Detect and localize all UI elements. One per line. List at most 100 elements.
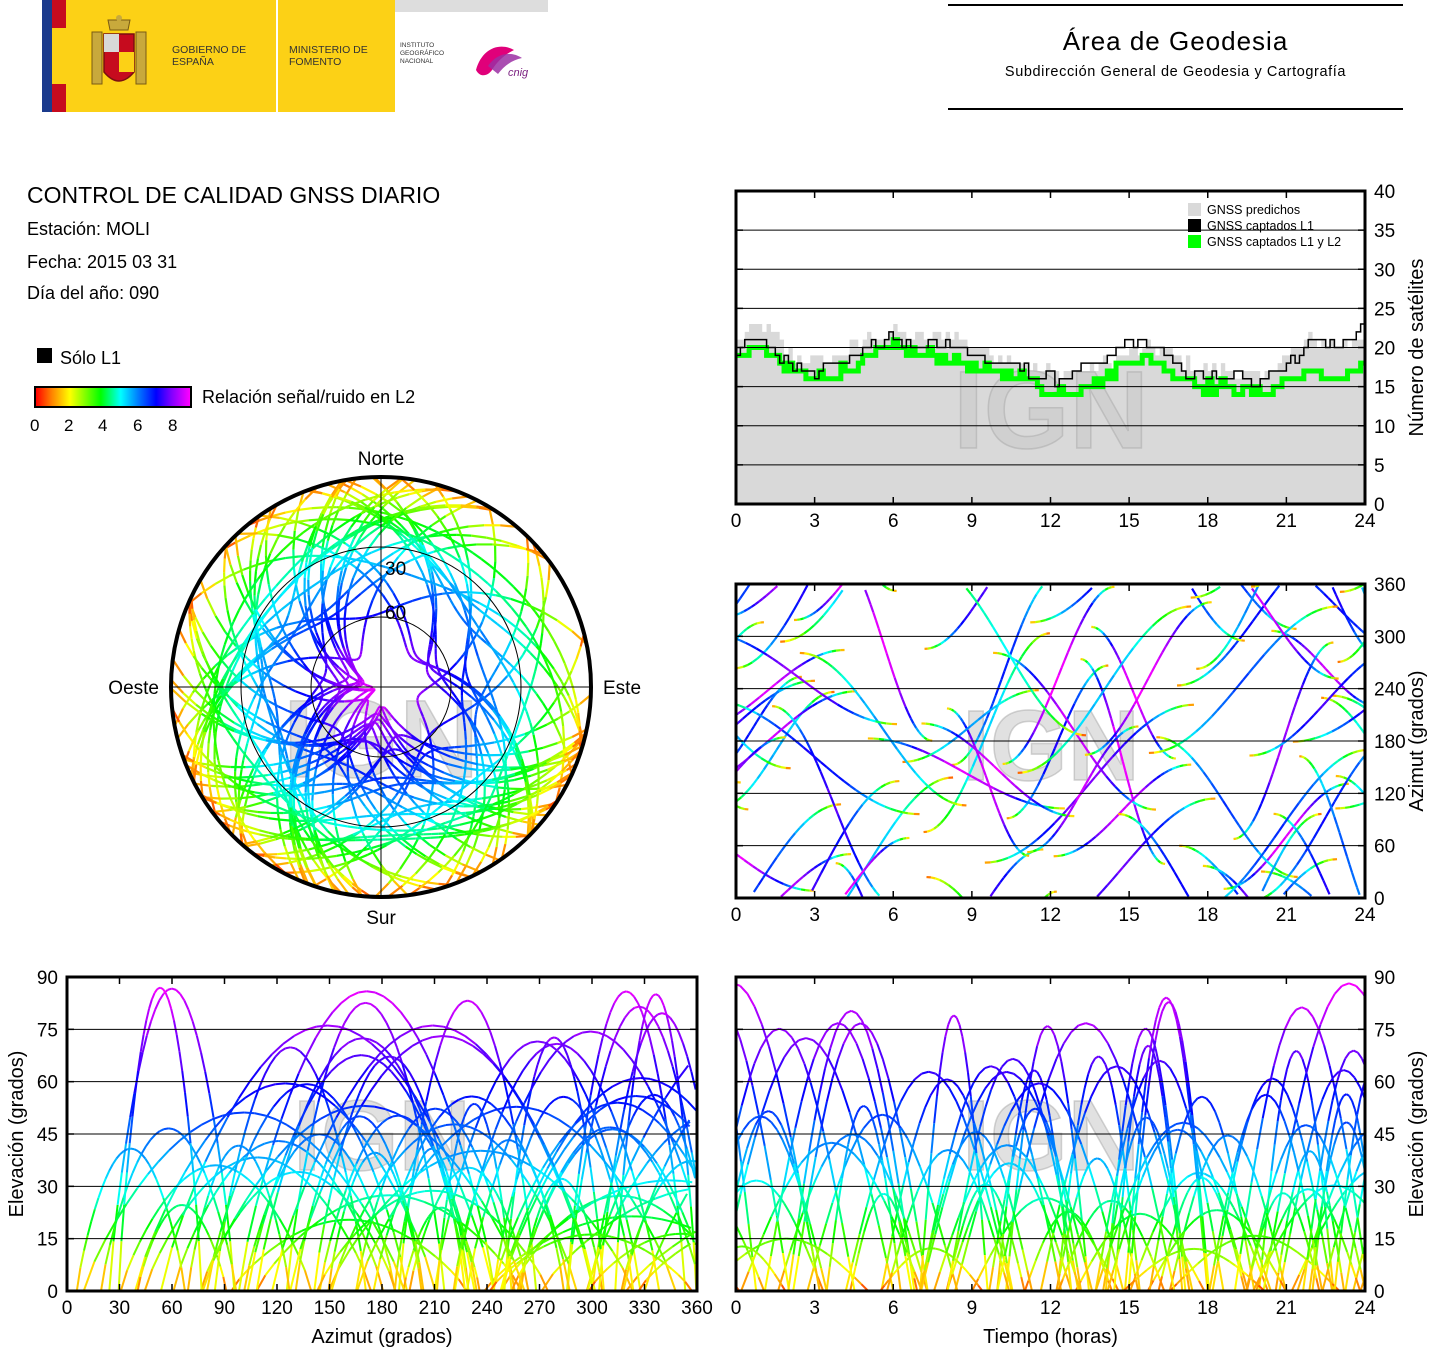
sky-track-segment [529,722,535,736]
sky-track-segment [435,768,445,774]
sky-track-segment [288,722,296,733]
azimuth-track-segment [826,804,833,809]
azimuth-track-segment [708,755,711,757]
azimuth-track-segment [1141,714,1147,721]
sky-track-segment [343,664,348,670]
sky-track-segment [381,543,393,550]
azimuth-track-segment [822,659,829,665]
sky-track-segment [293,559,302,568]
azimuth-track-segment [959,717,964,723]
sky-track-segment [503,598,513,609]
station-label: Estación: MOLI [27,219,151,239]
azimuth-track-segment [992,704,998,710]
azimuth-track-segment [672,698,676,706]
sky-track-segment [493,733,500,744]
sky-track-segment [361,832,373,850]
sky-track-segment [424,799,438,805]
azimuth-track-segment [963,615,969,622]
azimuth-track-segment [756,712,764,718]
azimuth-track-segment [1258,598,1265,605]
sky-track-segment [358,770,366,776]
sky-track-segment [405,769,415,779]
azimuth-track-segment [1307,783,1315,792]
azimuth-track-segment [1110,817,1116,824]
azimuth-track-segment [1294,882,1300,887]
azimuth-track-segment [955,712,960,717]
sky-track-segment [372,712,376,717]
sky-track-segment [430,677,435,683]
azimuth-track-segment [996,881,1002,888]
azimuth-track-segment [1432,838,1435,840]
azimuth-track-segment [1356,626,1363,632]
azimuth-track-segment [1122,716,1129,723]
azimuth-track-segment [1344,805,1351,809]
azimuth-track-segment [1273,872,1279,876]
azimuth-track-segment [1154,857,1159,862]
sky-track-segment [508,740,514,750]
azimuth-track-segment [663,798,666,802]
sky-track-segment [335,817,345,821]
azimuth-track-segment [1152,777,1158,782]
azimuth-track-segment [1127,680,1133,688]
sky-track-segment [313,639,320,650]
sky-track-segment [489,810,507,818]
azimuth-track-segment [919,777,926,784]
azimuth-track-segment [1355,665,1362,672]
azimuth-track-segment [740,793,746,799]
sky-track-segment [398,527,410,537]
azimuth-track-segment [1271,765,1277,775]
sky-track-segment [419,710,424,717]
azimuth-track-segment [1203,671,1209,677]
sky-track-segment [426,750,431,755]
sky-track-segment [473,797,482,801]
sky-track-segment [421,785,433,796]
sky-track-segment [388,798,397,805]
azimuth-track-segment [834,587,840,593]
sky-track-segment [532,719,542,729]
azimuth-track-segment [1065,803,1073,812]
azimuth-track-segment [1289,833,1295,840]
sky-track-segment [389,871,402,878]
sky-track-segment [525,603,543,613]
azimuth-track-segment [1288,820,1294,826]
sky-track-segment [293,626,300,634]
azimuth-track-segment [993,800,999,808]
sky-track-segment [489,691,495,701]
azimuth-track-segment [1202,771,1209,779]
azimuth-track-segment [634,828,637,830]
azimuth-track-segment [1327,641,1332,646]
azimuth-track-segment [1169,745,1176,750]
azimuth-track-segment [1224,873,1230,879]
sky-track-segment [443,771,454,778]
sky-track-segment [452,775,464,781]
azimuth-track-segment [1088,752,1093,756]
sky-track-segment [385,582,395,594]
azimuth-track-segment [1288,826,1295,833]
azimuth-track-segment [940,640,945,645]
sky-track-segment [546,701,556,713]
azimuth-track-segment [1274,844,1281,851]
azimuth-track-segment [1220,873,1226,879]
sky-track-segment [255,795,267,803]
azimuth-track-segment [1093,672,1098,679]
sky-track-segment [507,789,518,795]
azimuth-track-segment [1284,627,1292,634]
sky-track-segment [247,655,258,665]
azimuth-track-segment [959,736,965,741]
sky-track-segment [351,878,364,897]
azimuth-track-segment [1300,851,1307,860]
azimuth-track-segment [680,723,683,728]
azimuth-track-segment [926,829,931,833]
sky-track-segment [405,495,424,509]
sky-track-segment [245,765,261,769]
azimuth-track-segment [1318,860,1325,865]
azimuth-track-segment [783,889,790,895]
azimuth-track-segment [1086,661,1091,666]
azimuth-track-segment [961,781,967,791]
azimuth-track-segment [832,596,839,605]
azimuth-track-segment [888,661,894,671]
azimuth-track-segment [1140,826,1145,835]
azimuth-track-segment [816,763,822,772]
sky-track-segment [475,696,481,704]
sky-track-segment [532,734,538,748]
